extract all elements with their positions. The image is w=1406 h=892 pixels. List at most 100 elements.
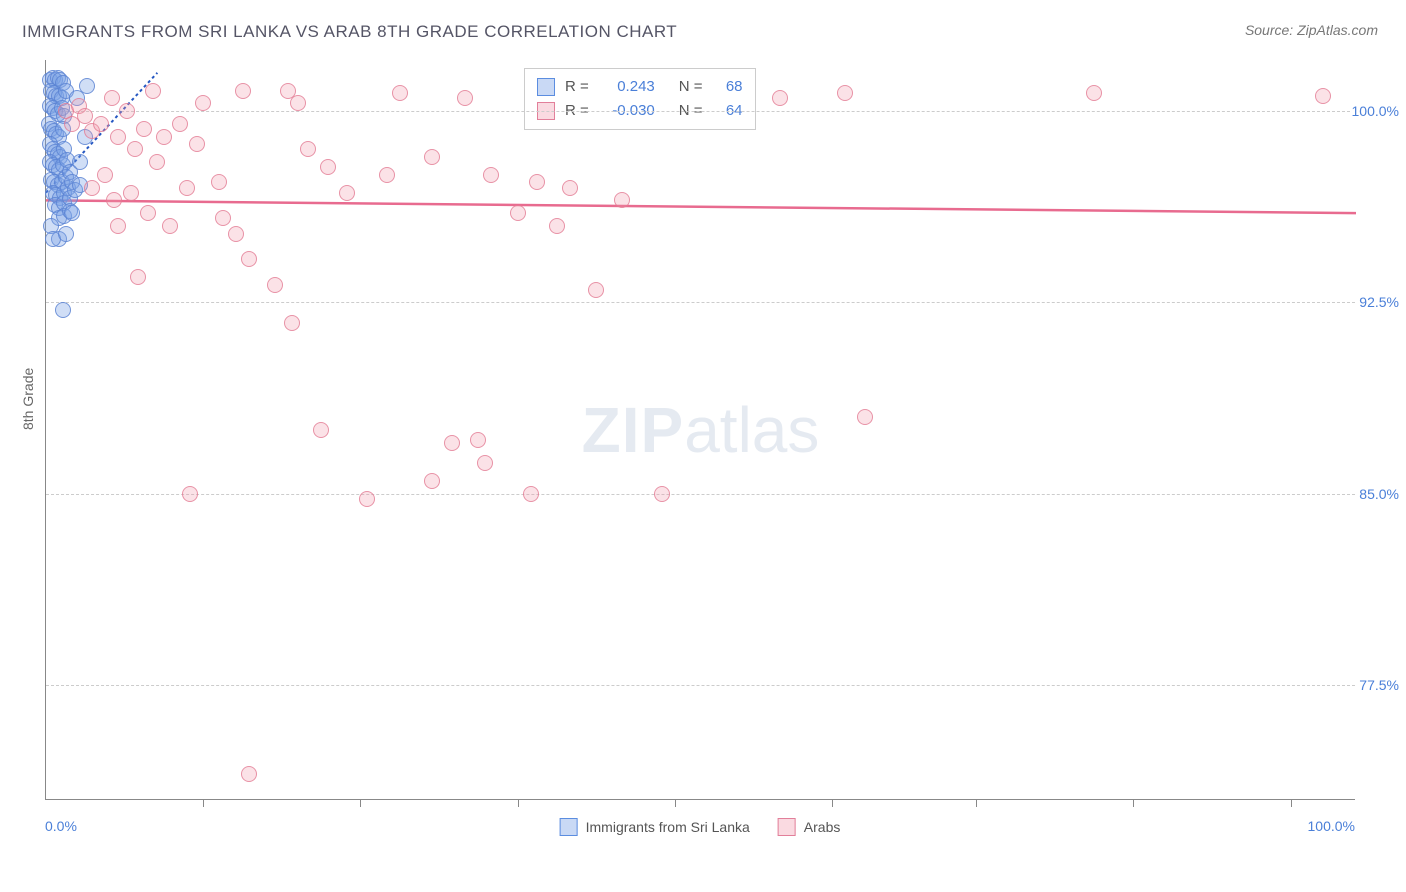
- legend-row: R =0.243N =68: [537, 75, 743, 99]
- data-point: [77, 108, 93, 124]
- legend-r-label: R =: [565, 75, 589, 99]
- data-point: [510, 205, 526, 221]
- data-point: [562, 180, 578, 196]
- data-point: [119, 103, 135, 119]
- data-point: [339, 185, 355, 201]
- data-point: [359, 491, 375, 507]
- data-point: [123, 185, 139, 201]
- data-point: [55, 302, 71, 318]
- legend-item: Immigrants from Sri Lanka: [560, 818, 750, 836]
- gridline: [46, 685, 1355, 686]
- data-point: [241, 251, 257, 267]
- x-tick: [1133, 799, 1134, 807]
- watermark-atlas: atlas: [684, 394, 819, 466]
- data-point: [110, 129, 126, 145]
- data-point: [241, 766, 257, 782]
- data-point: [614, 192, 630, 208]
- x-tick: [1291, 799, 1292, 807]
- data-point: [457, 90, 473, 106]
- data-point: [549, 218, 565, 234]
- data-point: [182, 486, 198, 502]
- source-label: Source: ZipAtlas.com: [1245, 22, 1378, 38]
- legend-r-value: 0.243: [599, 75, 655, 99]
- data-point: [772, 90, 788, 106]
- data-point: [172, 116, 188, 132]
- x-tick: [518, 799, 519, 807]
- data-point: [837, 85, 853, 101]
- data-point: [313, 422, 329, 438]
- data-point: [79, 78, 95, 94]
- data-point: [64, 205, 80, 221]
- data-point: [195, 95, 211, 111]
- legend-swatch: [778, 818, 796, 836]
- gridline: [46, 302, 1355, 303]
- data-point: [58, 226, 74, 242]
- y-axis-label: 8th Grade: [20, 368, 36, 430]
- data-point: [72, 154, 88, 170]
- x-tick: [203, 799, 204, 807]
- data-point: [130, 269, 146, 285]
- data-point: [215, 210, 231, 226]
- data-point: [444, 435, 460, 451]
- data-point: [136, 121, 152, 137]
- legend-n-value: 68: [713, 75, 743, 99]
- watermark-zip: ZIP: [582, 394, 685, 466]
- data-point: [97, 167, 113, 183]
- x-tick: [976, 799, 977, 807]
- data-point: [84, 180, 100, 196]
- data-point: [145, 83, 161, 99]
- y-tick-label: 100.0%: [1350, 103, 1401, 119]
- data-point: [235, 83, 251, 99]
- data-point: [424, 473, 440, 489]
- plot-area: ZIPatlas R =0.243N =68R =-0.030N =64 100…: [45, 60, 1355, 800]
- data-point: [228, 226, 244, 242]
- data-point: [300, 141, 316, 157]
- data-point: [127, 141, 143, 157]
- x-min-label: 0.0%: [45, 818, 77, 834]
- data-point: [392, 85, 408, 101]
- data-point: [284, 315, 300, 331]
- watermark: ZIPatlas: [582, 393, 820, 467]
- data-point: [320, 159, 336, 175]
- gridline: [46, 111, 1355, 112]
- legend-swatch: [537, 78, 555, 96]
- legend-item: Arabs: [778, 818, 841, 836]
- data-point: [110, 218, 126, 234]
- data-point: [588, 282, 604, 298]
- x-axis-row: 0.0% Immigrants from Sri Lanka Arabs 100.…: [45, 818, 1355, 842]
- y-tick-label: 85.0%: [1357, 486, 1401, 502]
- legend-label: Immigrants from Sri Lanka: [586, 819, 750, 835]
- data-point: [523, 486, 539, 502]
- data-point: [106, 192, 122, 208]
- x-tick: [832, 799, 833, 807]
- trend-line-pink: [46, 200, 1356, 213]
- legend-label: Arabs: [804, 819, 841, 835]
- data-point: [267, 277, 283, 293]
- data-point: [470, 432, 486, 448]
- data-point: [424, 149, 440, 165]
- gridline: [46, 494, 1355, 495]
- legend-swatch: [560, 818, 578, 836]
- data-point: [140, 205, 156, 221]
- data-point: [162, 218, 178, 234]
- data-point: [189, 136, 205, 152]
- data-point: [1086, 85, 1102, 101]
- x-tick: [675, 799, 676, 807]
- chart-title: IMMIGRANTS FROM SRI LANKA VS ARAB 8TH GR…: [22, 22, 677, 42]
- x-max-label: 100.0%: [1308, 818, 1355, 834]
- data-point: [290, 95, 306, 111]
- data-point: [156, 129, 172, 145]
- data-point: [93, 116, 109, 132]
- data-point: [477, 455, 493, 471]
- data-point: [857, 409, 873, 425]
- data-point: [483, 167, 499, 183]
- data-point: [654, 486, 670, 502]
- data-point: [1315, 88, 1331, 104]
- data-point: [104, 90, 120, 106]
- data-point: [149, 154, 165, 170]
- y-tick-label: 92.5%: [1357, 294, 1401, 310]
- y-tick-label: 77.5%: [1357, 677, 1401, 693]
- x-tick: [360, 799, 361, 807]
- trend-lines: [46, 60, 1356, 800]
- data-point: [211, 174, 227, 190]
